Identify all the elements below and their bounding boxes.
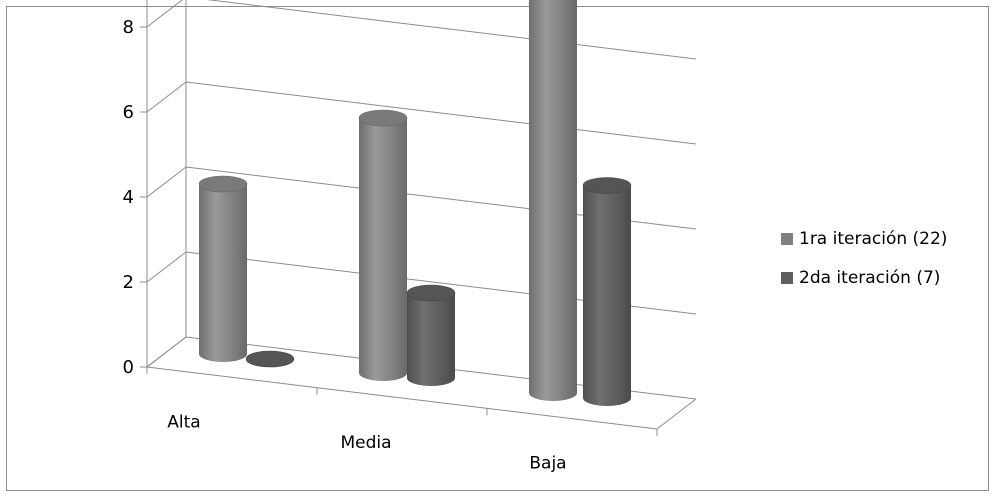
bar-media-series-1 (358, 109, 408, 381)
bar-top (245, 350, 295, 368)
gridline-side-3 (146, 81, 187, 113)
y-tick-label-3: 6 (123, 102, 134, 123)
legend: 1ra iteración (22) 2da iteración (7) (781, 229, 947, 288)
chart-frame (6, 6, 989, 491)
gridline-3 (185, 81, 697, 145)
y-tick-label-4: 8 (123, 17, 134, 38)
bar-body (583, 185, 631, 406)
gridline-side-1 (146, 251, 187, 283)
gridline-4 (206, 0, 697, 60)
bar-top (582, 177, 632, 194)
bar-baja-series-1 (529, 0, 577, 401)
legend-swatch-series-1 (781, 233, 793, 245)
bar-body (359, 118, 407, 381)
floor-right-edge (656, 398, 697, 430)
x-tick-label-1: Media (340, 433, 391, 453)
bar-alta-series-1 (198, 175, 248, 362)
legend-swatch-series-2 (781, 272, 793, 284)
bar-body (199, 184, 247, 362)
x-tick-label-0: Alta (167, 412, 200, 432)
legend-label-series-2: 2da iteración (7) (799, 268, 940, 288)
bar-body (529, 0, 577, 401)
bar-alta-series-2 (245, 350, 295, 368)
gridline-side-2 (146, 166, 187, 198)
bar-top (358, 109, 408, 127)
bars (198, 0, 632, 406)
bar-top (406, 284, 456, 302)
x-axis-line (146, 366, 658, 430)
gridline-side-4 (146, 0, 183, 28)
axis-labels: 024681012AltaMediaBaja (123, 17, 567, 474)
x-tick-label-2: Baja (529, 454, 566, 474)
bar-body (407, 293, 455, 386)
bar-top (198, 175, 248, 193)
axes (140, 0, 658, 436)
bar-media-series-2 (406, 284, 456, 386)
gridline-side-0 (146, 336, 187, 368)
bar-baja-series-2 (582, 177, 632, 406)
y-tick-label-1: 2 (123, 272, 134, 293)
y-tick-label-0: 0 (123, 357, 134, 378)
legend-label-series-1: 1ra iteración (22) (799, 229, 947, 249)
y-tick-label-2: 4 (123, 187, 134, 208)
